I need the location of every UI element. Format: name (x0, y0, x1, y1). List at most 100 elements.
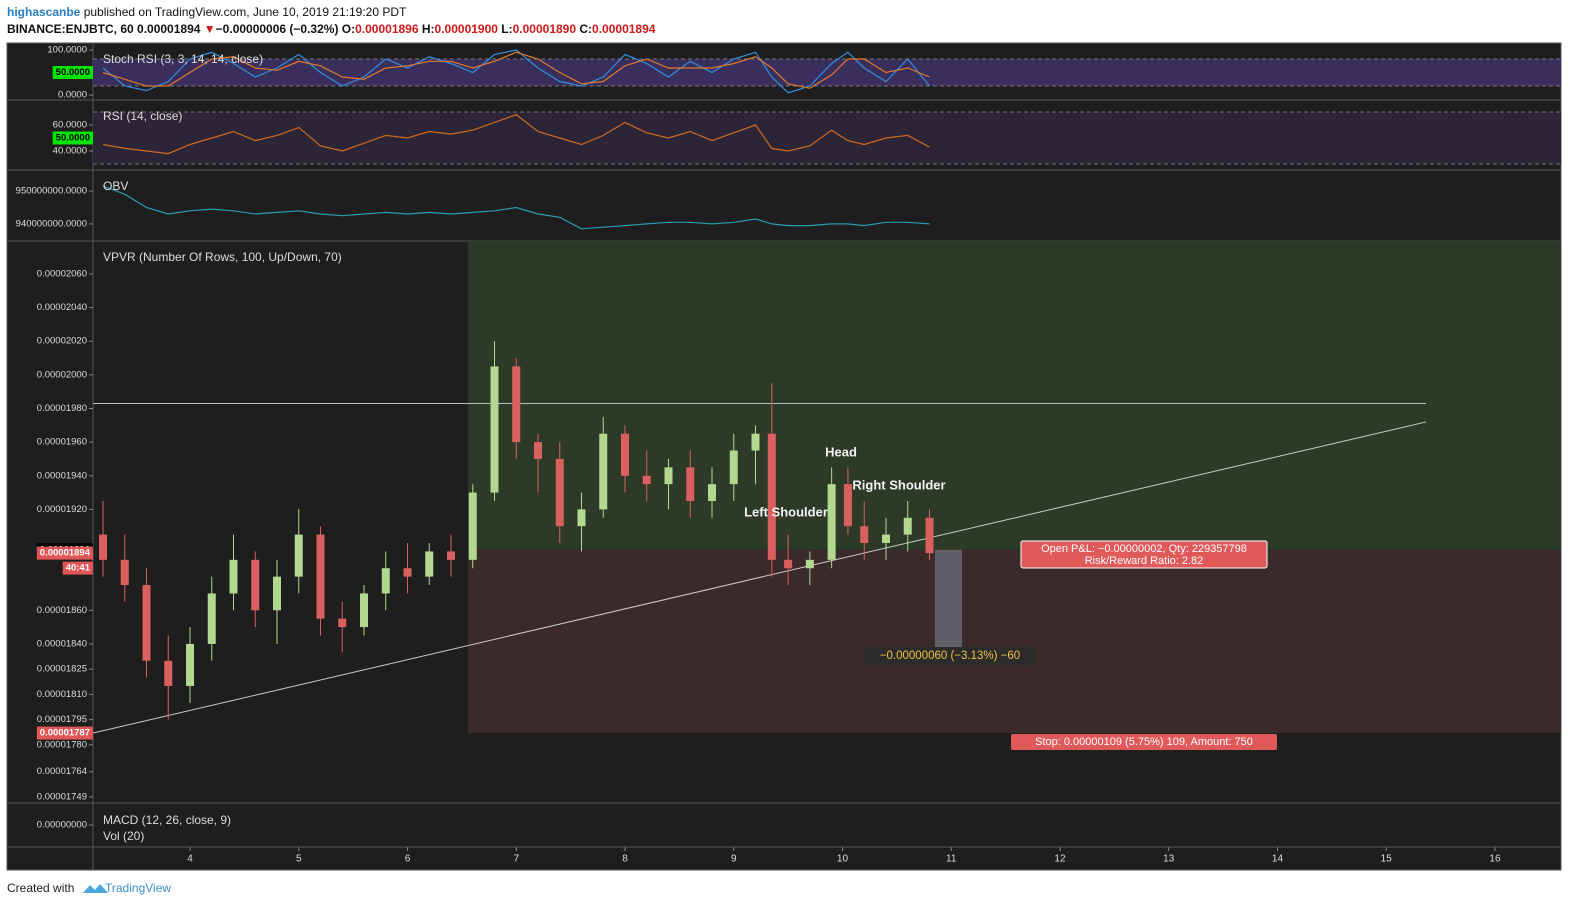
candle-body (207, 593, 216, 644)
x-tick-label: 7 (513, 854, 519, 865)
x-tick-label: 14 (1272, 854, 1284, 865)
pane (93, 241, 1561, 734)
y-tick-label: 0.00002040 (37, 302, 87, 313)
candle-body (381, 568, 390, 594)
x-tick-label: 12 (1054, 854, 1066, 865)
pane-title: Vol (20) (103, 829, 144, 843)
candle-body (686, 467, 695, 501)
candle-body (360, 593, 369, 628)
footer-brand[interactable]: TradingView (105, 881, 171, 895)
symbol: BINANCE:ENJBTC, 60 (7, 22, 134, 36)
candle-body (403, 568, 412, 577)
pane (102, 185, 930, 230)
pane-title: Stoch RSI (3, 3, 14, 14, close) (103, 52, 263, 66)
annotation: Right Shoulder (852, 477, 945, 492)
price-label-box (36, 546, 93, 560)
candle-body (251, 559, 260, 611)
price-label: 0.00001787 (40, 728, 90, 739)
rr-label: Risk/Reward Ratio: 2.82 (1085, 555, 1204, 567)
y-tick-label: 0.00000000 (37, 820, 87, 831)
candle-body (707, 484, 716, 501)
candle-body (534, 442, 543, 459)
h-label: H: (421, 22, 435, 36)
l-value: 0.00001890 (512, 22, 577, 36)
candle-body (447, 551, 456, 560)
candle-body (599, 433, 608, 510)
band-fill (93, 111, 1561, 165)
y-tick-label: 100.0000 (47, 45, 87, 56)
pane (93, 111, 1561, 165)
y-tick-label: 0.00001960 (37, 437, 87, 448)
projection-label: −0.00000060 (−3.13%) −60 (880, 650, 1020, 662)
x-tick-label: 16 (1489, 854, 1501, 865)
price-label: 0.00001894 (40, 548, 91, 559)
x-tick-label: 13 (1163, 854, 1175, 865)
pane-title: RSI (14, close) (103, 109, 182, 123)
candle-body (784, 559, 793, 569)
candle-body (925, 517, 934, 554)
header-line-1: highascanbe published on TradingView.com… (7, 5, 406, 19)
stop-zone (467, 549, 1561, 734)
price-label-box (52, 66, 93, 80)
price-label-box (62, 561, 93, 575)
candle-body (805, 559, 814, 569)
band-fill (93, 59, 1561, 87)
target-zone (467, 241, 1561, 550)
pnl-label: Open P&L: −0.00000002, Qty: 229357798 (1041, 543, 1247, 555)
stop-label: Stop: 0.00000109 (5.75%) 109, Amount: 75… (1035, 736, 1253, 748)
author[interactable]: highascanbe (7, 5, 81, 19)
candle-body (273, 576, 282, 611)
candle-body (664, 467, 673, 485)
y-tick-label: 0.00002060 (37, 268, 87, 279)
x-tick-label: 4 (187, 854, 193, 865)
c-label: C: (579, 22, 593, 36)
x-tick-label: 5 (296, 854, 302, 865)
candle-body (338, 618, 347, 628)
x-tick-label: 11 (946, 854, 957, 865)
indicator-line (102, 51, 930, 89)
projection-box (863, 647, 1036, 665)
y-tick-label: 0.00001840 (37, 638, 87, 649)
y-tick-label: 0.00001780 (37, 739, 87, 750)
price-label: 50.0000 (56, 133, 90, 144)
annotation: Head (825, 444, 857, 459)
price-label: 50.0000 (56, 67, 90, 78)
o-value: 0.00001896 (355, 22, 419, 36)
last: 0.00001894 (137, 22, 201, 36)
candle-body (729, 450, 738, 485)
candle-body (767, 433, 776, 560)
y-tick-label: 940000000.0000 (16, 218, 87, 229)
candle-body (751, 433, 760, 451)
footer-prefix: Created with (7, 881, 74, 895)
x-tick-label: 10 (837, 854, 849, 865)
candle-body (490, 366, 499, 493)
candle-body (512, 366, 521, 443)
y-tick-label: 0.00001940 (37, 470, 87, 481)
logo-shape (83, 884, 108, 893)
indicator-line (102, 49, 930, 94)
price-label: 40:41 (66, 563, 91, 574)
x-tick-label: 6 (405, 854, 411, 865)
y-tick-label: 60.0000 (53, 119, 87, 130)
pane-title: MACD (12, 26, close, 9) (103, 813, 231, 827)
candle-body (827, 484, 836, 560)
candle-body (316, 534, 325, 619)
y-tick-label: 0.00001764 (37, 766, 87, 777)
x-tick-label: 8 (622, 854, 628, 865)
y-tick-label: 0.00001749 (37, 791, 87, 802)
y-tick-label: 0.00002020 (37, 336, 87, 347)
pnl-box (1020, 540, 1268, 569)
y-tick-label: 0.00001795 (37, 714, 87, 725)
projection-bar (934, 549, 963, 651)
y-tick-label: 0.00002000 (37, 369, 87, 380)
y-tick-label: 0.00001825 (37, 664, 87, 675)
candle-body (843, 484, 852, 527)
candle-body (860, 526, 869, 544)
price-label-box (52, 131, 93, 145)
indicator-line (102, 113, 930, 155)
candle-body (99, 534, 108, 560)
candle-body (425, 551, 434, 577)
pane-title: OBV (103, 179, 128, 193)
